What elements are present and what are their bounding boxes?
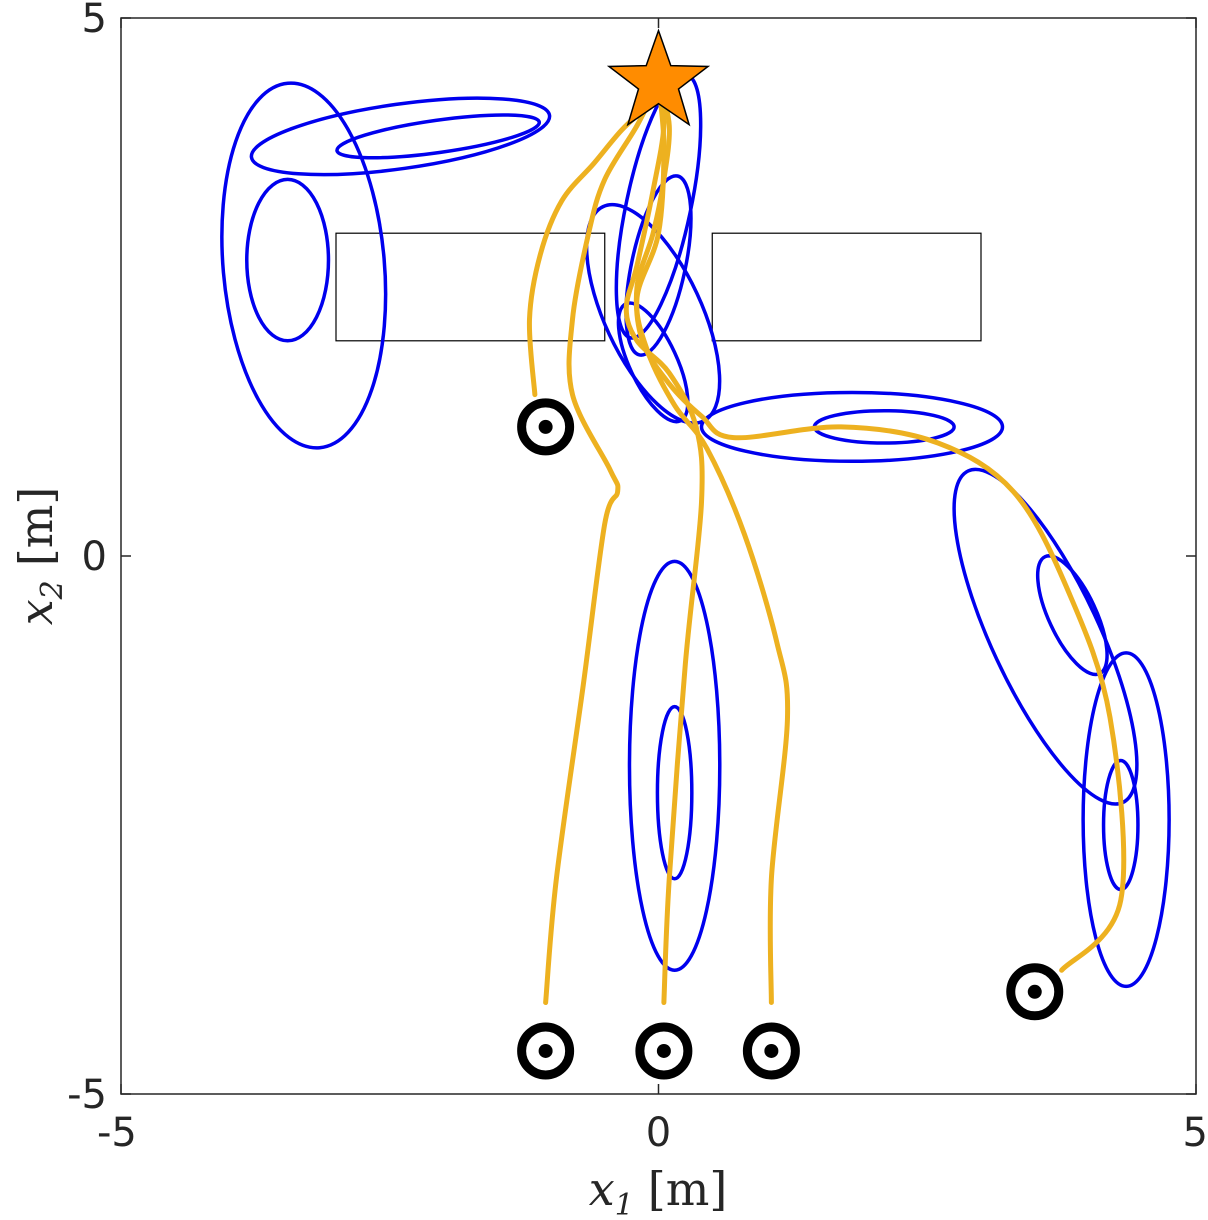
obstacles <box>335 232 982 342</box>
ellipse-3 <box>220 81 388 450</box>
y-tick-label: -5 <box>67 1072 107 1118</box>
goal-marker <box>606 28 711 127</box>
ellipse-4 <box>245 177 331 343</box>
trajectory-4 <box>634 80 791 1006</box>
ellipse-2 <box>335 113 542 160</box>
goal-star <box>606 28 711 127</box>
x-tick-label: 0 <box>646 1110 671 1156</box>
x-tick-label: 5 <box>1183 1110 1208 1156</box>
ellipse-9 <box>699 390 1005 464</box>
start-marker-4 <box>742 1022 800 1080</box>
trajectory-5 <box>633 80 1127 973</box>
obstacle-1 <box>335 232 606 342</box>
y-tick-label: 5 <box>82 0 107 42</box>
y-tick-label: 0 <box>82 534 107 580</box>
start-marker-2 <box>517 1022 575 1080</box>
ellipse-1 <box>249 96 552 177</box>
start-marker-3 <box>635 1022 693 1080</box>
trajectory-3 <box>623 80 705 1006</box>
ellipse-16 <box>655 704 694 881</box>
x-axis-label: x1 [m] <box>589 1162 728 1220</box>
x-tick-label: -5 <box>97 1110 137 1156</box>
start-marker-1 <box>517 398 575 456</box>
plot-area <box>120 17 1197 1095</box>
ellipse-13 <box>1081 651 1171 989</box>
y-axis-label: x2[m] <box>9 487 70 626</box>
start-marker-5 <box>1006 963 1064 1021</box>
trajectories <box>526 80 1127 1006</box>
trajectory-2 <box>543 80 661 1006</box>
obstacle-2 <box>711 232 982 342</box>
start-markers <box>517 398 1064 1080</box>
ellipse-15 <box>627 559 722 973</box>
axis-ticks: -5 0 5 -5 0 5 <box>67 0 1208 1156</box>
